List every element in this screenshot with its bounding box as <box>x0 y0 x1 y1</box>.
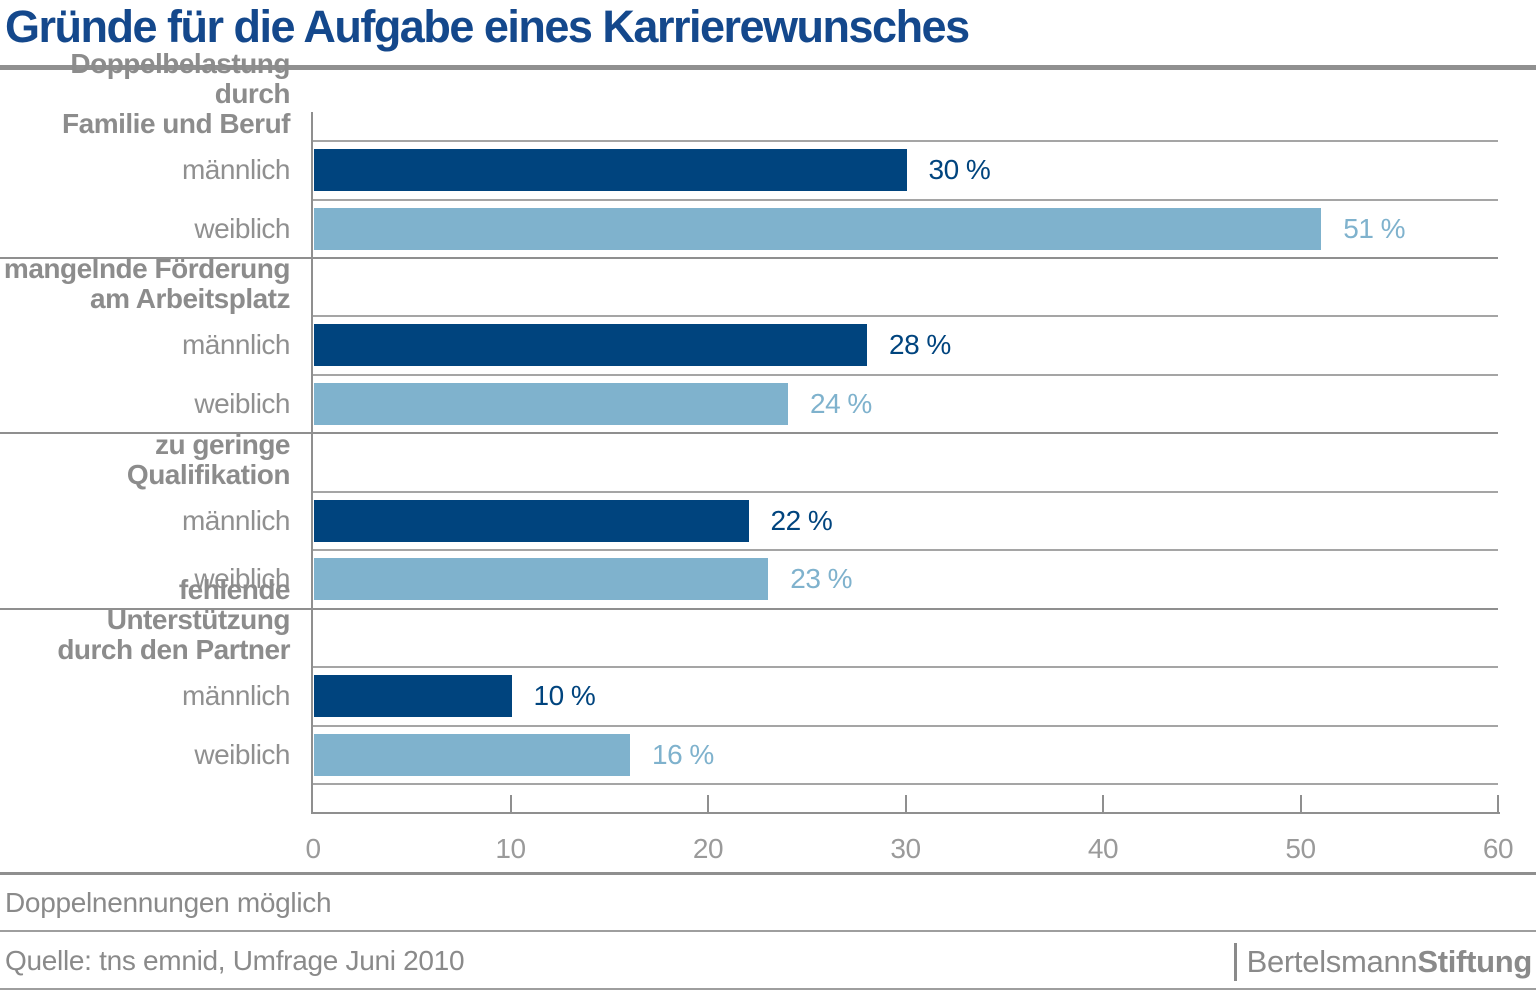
x-axis-tick <box>1497 795 1499 814</box>
x-axis-tick <box>904 795 907 814</box>
row-label-männlich: männlich <box>181 504 291 536</box>
category-label-line: durch den Partner <box>57 634 290 666</box>
category-label-line: zu geringe <box>154 428 291 460</box>
bar-female <box>314 733 630 776</box>
value-label: 28 % <box>889 329 951 361</box>
row-gridline <box>313 373 1498 376</box>
x-axis-tick-label: 20 <box>692 833 724 864</box>
row-label-männlich: männlich <box>181 329 291 361</box>
value-label: 30 % <box>928 154 991 186</box>
x-axis-tick <box>1102 795 1104 814</box>
bar-male <box>314 499 749 542</box>
row-label-weiblich: weiblich <box>194 387 290 419</box>
category-label: zu geringe Qualifikation <box>0 428 291 490</box>
category-label: mangelnde Förderung am Arbeitsplatz <box>0 252 291 315</box>
value-label: 24 % <box>810 387 872 419</box>
footer-divider-thick <box>0 872 1536 875</box>
bar-female <box>314 382 788 425</box>
x-axis-tick-label: 30 <box>890 833 921 864</box>
x-axis-tick <box>509 795 512 814</box>
x-axis-tick <box>1299 795 1302 814</box>
y-axis-line <box>311 112 313 814</box>
category-label-line: Familie und Beruf <box>62 108 290 140</box>
row-gridline <box>313 666 1498 669</box>
row-gridline <box>313 140 1498 143</box>
x-axis-tick-label: 40 <box>1087 833 1119 864</box>
value-label: 16 % <box>652 738 714 770</box>
plot-bottom-gridline <box>313 783 1498 786</box>
category-label-line: Doppelbelastung durch <box>70 48 290 110</box>
x-axis-tick-label: 50 <box>1285 833 1316 864</box>
footer-divider-mid <box>0 930 1536 932</box>
x-axis-tick-label: 10 <box>495 833 526 864</box>
category-label-line: mangelnde Förderung <box>3 253 291 285</box>
logo-bar-icon <box>1233 943 1237 981</box>
category-label: Doppelbelastung durch Familie und Beruf <box>0 49 290 140</box>
row-label-männlich: männlich <box>181 680 291 712</box>
category-label-line: am Arbeitsplatz <box>90 283 290 315</box>
category-label-line: Qualifikation <box>126 458 291 490</box>
value-label: 22 % <box>770 504 833 536</box>
title-underline <box>0 65 1536 70</box>
row-label-männlich: männlich <box>181 154 291 186</box>
row-gridline <box>313 490 1498 493</box>
logo-text-regular: Bertelsmann <box>1246 944 1418 979</box>
bar-male <box>314 324 867 367</box>
footer-divider-bottom <box>0 988 1536 990</box>
value-label: 10 % <box>533 680 596 712</box>
row-gridline <box>313 549 1498 552</box>
row-label-weiblich: weiblich <box>194 212 290 244</box>
row-label-weiblich: weiblich <box>194 563 290 595</box>
bar-male <box>314 149 907 192</box>
category-separator <box>0 432 1498 435</box>
value-label: 23 % <box>790 563 853 595</box>
source-text: Quelle: tns emnid, Umfrage Juni 2010 <box>5 945 465 976</box>
logo-text-bold: Stiftung <box>1417 944 1532 979</box>
row-label-weiblich: weiblich <box>194 738 290 770</box>
category-label-line: fehlende Unterstützung <box>106 574 291 636</box>
category-label: fehlende Unterstützung durch den Partner <box>0 575 290 666</box>
bar-male <box>314 675 512 718</box>
row-gridline <box>313 724 1498 727</box>
x-axis-tick <box>707 795 709 814</box>
bar-female <box>314 558 769 601</box>
x-axis-tick-label: 60 <box>1482 833 1514 864</box>
bar-female <box>314 207 1322 250</box>
chart-note: Doppelnennungen möglich <box>5 887 332 918</box>
category-separator <box>0 607 1498 610</box>
row-gridline <box>313 198 1498 201</box>
chart-title: Gründe für die Aufgabe eines Karrierewun… <box>5 1 970 52</box>
bertelsmann-stiftung-logo: Bertelsmann Stiftung <box>1233 942 1532 982</box>
value-label: 51 % <box>1343 212 1406 244</box>
category-separator <box>0 257 1498 260</box>
x-axis-tick-label: 0 <box>305 833 321 864</box>
row-gridline <box>313 315 1498 318</box>
